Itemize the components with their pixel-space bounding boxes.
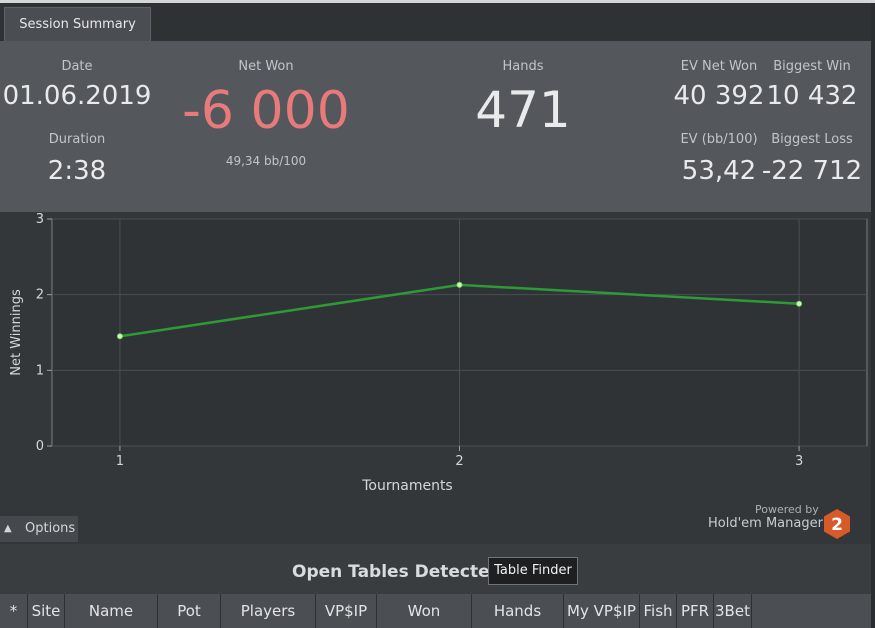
duration-value: 2:38	[47, 156, 107, 186]
column-header-players[interactable]: Players	[221, 594, 316, 628]
chart-panel: 0 1 2 3 1 2 3 Tournaments Net Winnings	[0, 212, 871, 544]
hands-label: Hands	[502, 59, 544, 74]
hands-value: 471	[475, 81, 571, 139]
ev-bb100-value: 53,42	[681, 156, 757, 186]
x-axis-label: Tournaments	[361, 478, 452, 494]
y-tick-label: 3	[36, 212, 44, 227]
x-tick-label: 2	[455, 454, 463, 469]
biggest-loss-label: Biggest Loss	[771, 132, 853, 147]
column-header-fish[interactable]: Fish	[640, 594, 677, 628]
ev-net-won-label: EV Net Won	[680, 59, 758, 74]
ev-bb100-label: EV (bb/100)	[680, 132, 758, 147]
column-header-pot[interactable]: Pot	[158, 594, 221, 628]
table-finder-button[interactable]: Table Finder	[488, 557, 578, 585]
chevron-up-icon: ▲	[4, 523, 12, 534]
logo-number: 2	[831, 515, 843, 535]
open-tables-bar	[0, 548, 871, 594]
tab-bar: Session Summary	[0, 3, 875, 42]
options-label: Options	[25, 521, 76, 536]
column-header-site[interactable]: Site	[28, 594, 65, 628]
y-tick-label: 0	[36, 439, 44, 454]
options-button[interactable]: ▲ Options	[0, 516, 78, 542]
x-tick-label: 3	[795, 454, 803, 469]
holdem-manager-logo-icon: 2	[824, 509, 850, 539]
ev-net-won-value: 40 392	[673, 81, 765, 111]
session-summary-panel: Date 01.06.2019 Duration 2:38 Net Won -6…	[0, 41, 871, 212]
net-won-value: -6 000	[182, 81, 350, 141]
column-header-3bet[interactable]: 3Bet	[714, 594, 752, 628]
x-tick-label: 1	[116, 454, 124, 469]
product-name: Hold'em Manager	[708, 516, 823, 531]
net-won-label: Net Won	[238, 59, 294, 74]
data-point	[796, 300, 803, 307]
y-tick-label: 1	[36, 363, 44, 378]
open-tables-header: * Site Name Pot Players VP$IP Won Hands …	[0, 594, 871, 628]
y-tick-label: 2	[36, 288, 44, 303]
window-right-border	[871, 3, 875, 628]
column-header-name[interactable]: Name	[65, 594, 158, 628]
net-won-bb100: 49,34 bb/100	[225, 154, 307, 168]
date-value: 01.06.2019	[2, 81, 152, 111]
data-point	[116, 333, 123, 340]
column-header-vpip[interactable]: VP$IP	[316, 594, 377, 628]
data-point	[456, 281, 463, 288]
column-header-star[interactable]: *	[0, 594, 28, 628]
biggest-win-label: Biggest Win	[773, 59, 851, 74]
net-winnings-chart: 0 1 2 3 1 2 3 Tournaments Net Winnings	[9, 212, 868, 494]
biggest-win-value: 10 432	[766, 81, 858, 111]
powered-by-text: Powered by	[755, 503, 819, 516]
biggest-loss-value: -22 712	[761, 156, 863, 186]
column-header-pfr[interactable]: PFR	[677, 594, 714, 628]
column-header-hands[interactable]: Hands	[472, 594, 564, 628]
open-tables-title: Open Tables Detected	[292, 562, 502, 582]
y-axis-label: Net Winnings	[9, 289, 24, 376]
duration-label: Duration	[48, 132, 106, 147]
column-header-won[interactable]: Won	[377, 594, 472, 628]
column-header-my-vpip[interactable]: My VP$IP	[564, 594, 640, 628]
tab-session-summary[interactable]: Session Summary	[4, 7, 151, 42]
window-top-border	[0, 0, 875, 3]
date-label: Date	[61, 59, 93, 74]
